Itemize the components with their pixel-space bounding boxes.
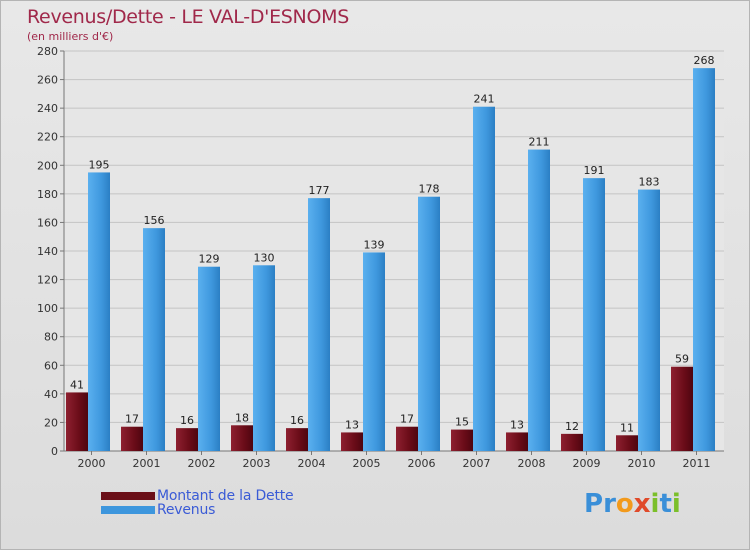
bar-revenus [528, 149, 550, 452]
x-tick-label: 2003 [243, 457, 271, 470]
legend-swatch-dette [101, 492, 155, 500]
x-tick-label: 2000 [78, 457, 106, 470]
legend-item-revenus: Revenus [101, 502, 215, 518]
data-label-dette: 16 [290, 414, 304, 427]
bar-revenus [363, 252, 385, 451]
data-label-revenus: 156 [144, 214, 165, 227]
y-tick-label: 260 [37, 74, 58, 87]
data-label-dette: 11 [620, 421, 634, 434]
data-label-revenus: 195 [89, 158, 110, 171]
legend-item-dette: Montant de la Dette [101, 488, 294, 504]
y-tick-label: 0 [51, 445, 58, 458]
bar-revenus [198, 266, 220, 451]
y-tick-label: 40 [44, 388, 58, 401]
x-tick-label: 2009 [573, 457, 601, 470]
data-label-dette: 17 [125, 413, 139, 426]
y-tick-label: 120 [37, 274, 58, 287]
data-label-revenus: 177 [309, 184, 330, 197]
y-tick-label: 100 [37, 302, 58, 315]
x-tick-label: 2007 [463, 457, 491, 470]
bar-revenus [253, 265, 275, 451]
y-tick-label: 140 [37, 245, 58, 258]
data-label-dette: 12 [565, 420, 579, 433]
bar-dette [231, 425, 253, 451]
data-label-revenus: 211 [529, 136, 550, 149]
bar-revenus [693, 68, 715, 452]
legend-label-dette: Montant de la Dette [157, 488, 294, 504]
bar-dette [561, 433, 583, 451]
x-tick-label: 2004 [298, 457, 326, 470]
x-tick-label: 2006 [408, 457, 436, 470]
bar-dette [506, 432, 528, 451]
bar-dette [121, 426, 143, 451]
y-tick-label: 20 [44, 416, 58, 429]
logo-letter: x [633, 489, 651, 519]
logo-letter: o [615, 489, 634, 519]
data-label-dette: 59 [675, 353, 689, 366]
x-tick-label: 2005 [353, 457, 381, 470]
y-tick-label: 80 [44, 331, 58, 344]
bar-dette [671, 366, 693, 451]
legend-label-revenus: Revenus [157, 502, 216, 518]
data-label-revenus: 139 [364, 238, 385, 251]
bar-revenus [88, 172, 110, 451]
y-tick-label: 220 [37, 131, 58, 144]
data-label-dette: 16 [180, 414, 194, 427]
bar-revenus [143, 228, 165, 451]
data-label-dette: 15 [455, 416, 469, 429]
data-label-revenus: 129 [199, 253, 220, 266]
data-label-dette: 18 [235, 411, 249, 424]
y-tick-label: 280 [37, 45, 58, 58]
data-label-revenus: 130 [254, 251, 275, 264]
chart-title: Revenus/Dette - LE VAL-D'ESNOMS [27, 6, 349, 28]
x-tick-label: 2011 [683, 457, 711, 470]
logo-letter: t [659, 489, 672, 519]
data-label-dette: 13 [510, 418, 524, 431]
x-tick-label: 2002 [188, 457, 216, 470]
bar-revenus [308, 198, 330, 451]
bar-revenus [583, 178, 605, 451]
logo-letter: r [603, 489, 616, 519]
legend-swatch-revenus [101, 506, 155, 514]
logo-letter: i [650, 489, 660, 519]
x-tick-label: 2001 [133, 457, 161, 470]
data-label-dette: 17 [400, 413, 414, 426]
bar-revenus [473, 106, 495, 451]
y-tick-label: 200 [37, 159, 58, 172]
logo-letter: P [584, 489, 604, 519]
y-tick-label: 180 [37, 188, 58, 201]
logo-letter: i [671, 489, 681, 519]
bar-revenus [418, 196, 440, 451]
bar-dette [176, 428, 198, 451]
bar-dette [286, 428, 308, 451]
proxiti-logo: Proxiti [584, 489, 681, 519]
data-label-dette: 13 [345, 418, 359, 431]
bar-dette [396, 426, 418, 451]
data-label-revenus: 178 [419, 183, 440, 196]
data-label-revenus: 241 [474, 93, 495, 106]
data-label-revenus: 183 [639, 176, 660, 189]
data-label-revenus: 191 [584, 164, 605, 177]
x-tick-label: 2010 [628, 457, 656, 470]
chart-unit-label: (en milliers d'€) [27, 30, 114, 43]
bar-dette [451, 429, 473, 451]
y-tick-label: 60 [44, 359, 58, 372]
data-label-revenus: 268 [694, 54, 715, 67]
bar-revenus [638, 189, 660, 452]
bar-dette [341, 432, 363, 451]
y-tick-label: 160 [37, 216, 58, 229]
bar-dette [66, 392, 88, 451]
x-tick-label: 2008 [518, 457, 546, 470]
data-label-dette: 41 [70, 378, 84, 391]
bar-dette [616, 435, 638, 451]
y-tick-label: 240 [37, 102, 58, 115]
